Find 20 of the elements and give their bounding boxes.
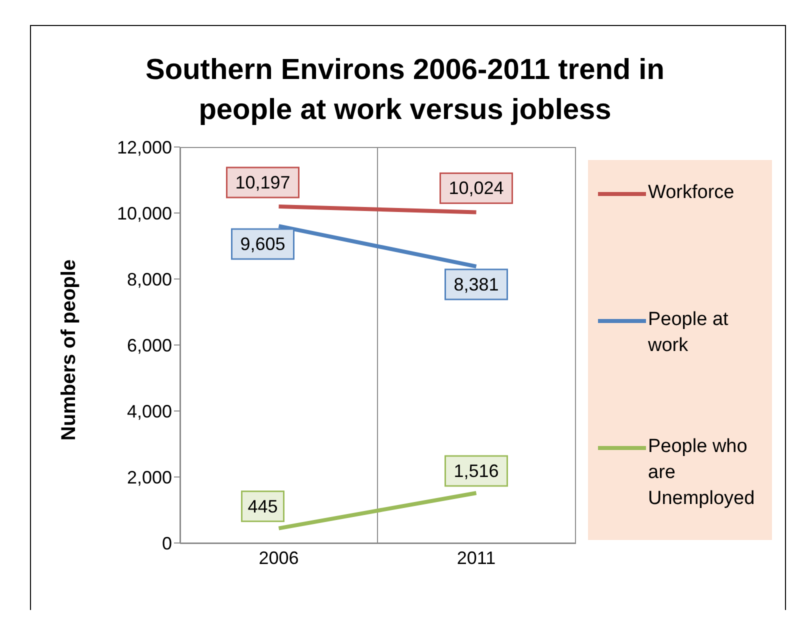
y-tick-label: 2,000 [126,467,172,488]
y-tick-label: 8,000 [126,269,172,290]
y-tick-label: 10,000 [116,203,172,224]
x-tick-label: 2006 [258,548,299,568]
data-label: 10,197 [235,172,290,192]
legend-label: Workforce [648,181,736,205]
y-tick-label: 12,000 [116,137,172,158]
data-label: 8,381 [454,274,499,294]
data-label: 445 [248,496,278,516]
x-tick-label: 2011 [456,548,496,568]
legend-label: People at work [648,308,730,358]
y-tick-label: 4,000 [126,401,172,422]
y-tick-label: 6,000 [126,335,172,356]
legend-label: People who are Unemployed [648,435,756,511]
data-label: 9,605 [240,234,286,254]
y-tick-label: 0 [162,533,172,554]
data-label: 10,024 [448,178,504,198]
chart-title: Southern Environs 2006-2011 trend in people at work versus jobless [144,53,666,128]
data-label: 1,516 [454,460,499,481]
y-axis-title: Numbers of people [58,259,80,441]
